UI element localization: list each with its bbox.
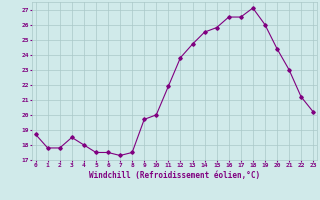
X-axis label: Windchill (Refroidissement éolien,°C): Windchill (Refroidissement éolien,°C) [89,171,260,180]
